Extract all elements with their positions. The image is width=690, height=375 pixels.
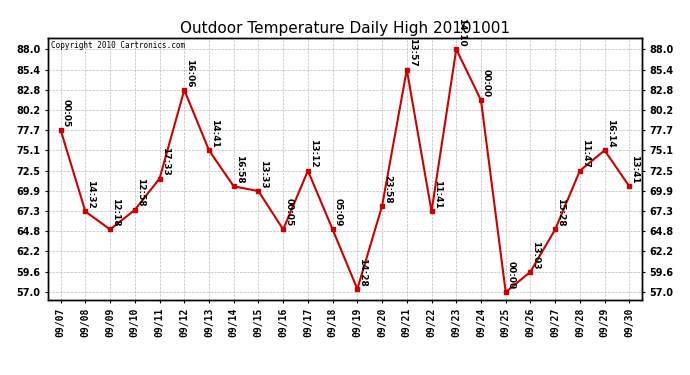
Text: 17:33: 17:33 (161, 147, 170, 176)
Text: 11:47: 11:47 (581, 139, 590, 168)
Text: 13:33: 13:33 (259, 160, 268, 188)
Text: 00:05: 00:05 (61, 99, 70, 127)
Text: 00:05: 00:05 (284, 198, 293, 227)
Text: 13:03: 13:03 (531, 240, 540, 269)
Text: 00:00: 00:00 (482, 69, 491, 98)
Text: 13:12: 13:12 (309, 139, 318, 168)
Text: 14:41: 14:41 (210, 118, 219, 147)
Text: Copyright 2010 Cartronics.com: Copyright 2010 Cartronics.com (51, 42, 186, 51)
Text: 11:41: 11:41 (433, 180, 442, 209)
Text: 16:06: 16:06 (186, 59, 195, 87)
Text: 12:58: 12:58 (136, 178, 145, 207)
Text: 16:14: 16:14 (606, 119, 615, 147)
Text: 14:32: 14:32 (86, 180, 95, 209)
Text: 14:10: 14:10 (457, 18, 466, 46)
Text: 16:58: 16:58 (235, 155, 244, 184)
Text: 05:09: 05:09 (334, 198, 343, 227)
Text: 15:28: 15:28 (556, 198, 565, 227)
Text: 23:58: 23:58 (383, 175, 392, 203)
Text: 12:18: 12:18 (111, 198, 120, 227)
Text: 00:00: 00:00 (506, 261, 515, 290)
Text: 13:41: 13:41 (631, 155, 640, 184)
Text: 13:57: 13:57 (408, 38, 417, 67)
Text: 14:28: 14:28 (358, 258, 367, 286)
Title: Outdoor Temperature Daily High 20101001: Outdoor Temperature Daily High 20101001 (180, 21, 510, 36)
